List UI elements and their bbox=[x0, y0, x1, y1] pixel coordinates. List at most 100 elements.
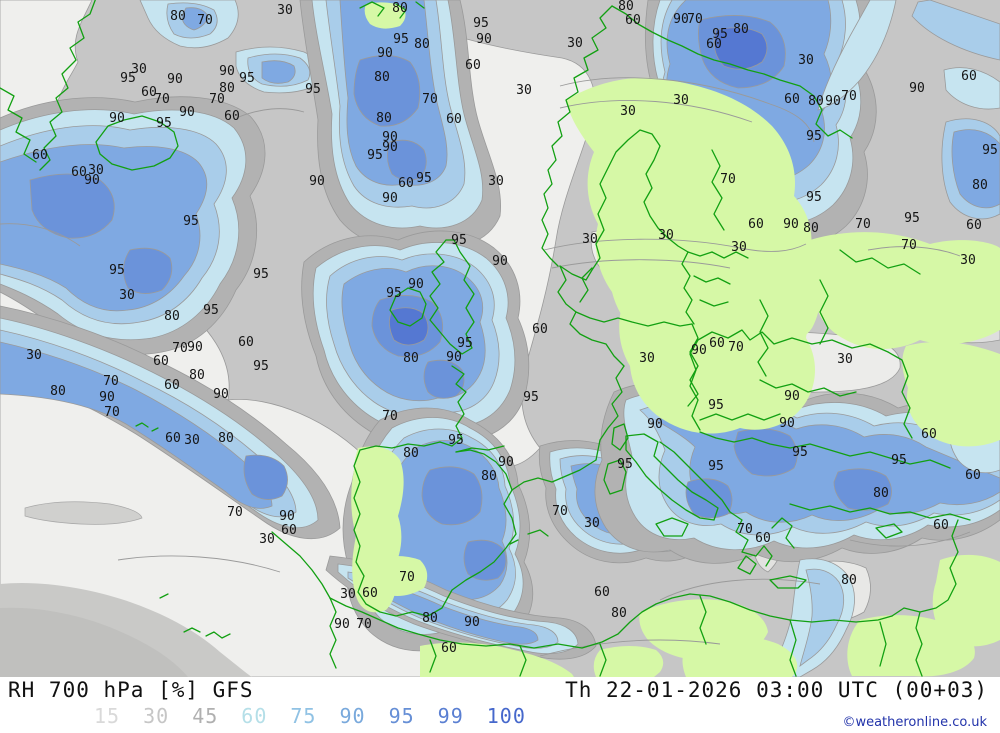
greenland-coast bbox=[39, 0, 96, 171]
contour-label: 70 bbox=[422, 92, 438, 107]
contour-label: 60 bbox=[165, 431, 181, 446]
contour-label: 80 bbox=[414, 37, 430, 52]
contour-label: 70 bbox=[227, 505, 243, 520]
contour-label: 90 bbox=[279, 509, 295, 524]
map-title: RH 700 hPa [%] GFS bbox=[8, 678, 254, 702]
contour-label: 95 bbox=[712, 27, 728, 42]
denmark-coast bbox=[579, 267, 593, 303]
legend-value: 30 bbox=[143, 704, 170, 728]
contour-label: 95 bbox=[253, 359, 269, 374]
contour-label: 95 bbox=[708, 398, 724, 413]
contour-label: 80 bbox=[392, 1, 408, 16]
contour-label: 95 bbox=[891, 453, 907, 468]
britain-coast bbox=[429, 239, 475, 355]
contour-label: 95 bbox=[393, 32, 409, 47]
contour-label: 95 bbox=[806, 129, 822, 144]
azores-islands bbox=[135, 422, 159, 432]
contour-label: 60 bbox=[281, 523, 297, 538]
contour-label: 90 bbox=[187, 340, 203, 355]
contour-label: 95 bbox=[120, 71, 136, 86]
contour-label: 80 bbox=[422, 611, 438, 626]
contour-label: 60 bbox=[532, 322, 548, 337]
contour-label: 30 bbox=[731, 240, 747, 255]
norway-coast bbox=[541, 5, 613, 267]
contour-label: 60 bbox=[594, 585, 610, 600]
contour-label: 90 bbox=[492, 254, 508, 269]
contour-label: 90 bbox=[779, 416, 795, 431]
contour-label: 90 bbox=[109, 111, 125, 126]
contour-label: 70 bbox=[855, 217, 871, 232]
contour-label: 70 bbox=[209, 92, 225, 107]
coastline-layer bbox=[0, 0, 971, 677]
contour-label: 95 bbox=[203, 303, 219, 318]
iberia-coast bbox=[353, 441, 517, 617]
contour-label: 70 bbox=[104, 405, 120, 420]
contour-label: 80 bbox=[164, 309, 180, 324]
contour-label: 60 bbox=[164, 378, 180, 393]
valid-time: Th 22-01-2026 03:00 UTC (00+03) bbox=[565, 678, 988, 702]
contour-label: 95 bbox=[109, 263, 125, 278]
contour-label: 70 bbox=[841, 89, 857, 104]
contour-label: 90 bbox=[825, 94, 841, 109]
turkey-north-coast bbox=[699, 431, 951, 469]
contour-label: 90 bbox=[382, 130, 398, 145]
contour-label: 30 bbox=[88, 163, 104, 178]
adriatic-coast bbox=[659, 441, 731, 513]
footer-bar: RH 700 hPa [%] GFS Th 22-01-2026 03:00 U… bbox=[0, 677, 1000, 733]
contour-label: 90 bbox=[446, 350, 462, 365]
legend-value: 95 bbox=[388, 704, 415, 728]
cyprus-coast bbox=[875, 523, 903, 539]
contour-label: 60 bbox=[446, 112, 462, 127]
contour-label: 70 bbox=[154, 92, 170, 107]
contour-label: 60 bbox=[398, 176, 414, 191]
contour-label: 95 bbox=[457, 336, 473, 351]
contour-label: 95 bbox=[806, 190, 822, 205]
contour-label: 30 bbox=[620, 104, 636, 119]
contour-label: 80 bbox=[841, 573, 857, 588]
contour-label: 30 bbox=[582, 232, 598, 247]
legend-scale: 15 30 45 60 75 90 95 99 100 bbox=[94, 704, 526, 728]
contour-label: 95 bbox=[523, 390, 539, 405]
contour-label: 80 bbox=[873, 486, 889, 501]
contour-label: 60 bbox=[706, 37, 722, 52]
map-canvas: 80 70 30 30 95 90 60 70 90 95 80 70 90 60 95 90 95 60 60 30… bbox=[0, 0, 1000, 677]
contour-label: 95 bbox=[617, 457, 633, 472]
contour-label: 90 bbox=[377, 46, 393, 61]
contour-label: 70 bbox=[382, 409, 398, 424]
sicily-coast bbox=[655, 517, 689, 537]
contour-label: 90 bbox=[691, 343, 707, 358]
contour-label: 90 bbox=[213, 387, 229, 402]
madeira-island bbox=[159, 593, 169, 599]
contour-label: 80 bbox=[403, 351, 419, 366]
contour-label: 95 bbox=[305, 82, 321, 97]
contour-label: 80 bbox=[170, 9, 186, 24]
copyright-link[interactable]: ©weatheronline.co.uk bbox=[842, 715, 987, 730]
contour-label: 95 bbox=[239, 71, 255, 86]
contour-label: 30 bbox=[259, 532, 275, 547]
gray-texture-layer bbox=[0, 501, 252, 677]
contour-label: 30 bbox=[837, 352, 853, 367]
contour-label: 95 bbox=[792, 445, 808, 460]
contour-label: 95 bbox=[253, 267, 269, 282]
contour-label: 60 bbox=[748, 217, 764, 232]
levant-coast bbox=[891, 519, 959, 617]
contour-label: 80 bbox=[611, 606, 627, 621]
contour-label: 80 bbox=[481, 469, 497, 484]
contour-label: 60 bbox=[755, 531, 771, 546]
contour-label: 60 bbox=[224, 109, 240, 124]
contour-label: 80 bbox=[618, 0, 634, 14]
contour-label: 60 bbox=[966, 218, 982, 233]
contour-label: 90 bbox=[673, 12, 689, 27]
contour-label: 90 bbox=[309, 174, 325, 189]
contour-label: 70 bbox=[720, 172, 736, 187]
baltic-south-coast bbox=[557, 265, 693, 327]
contour-label: 60 bbox=[238, 335, 254, 350]
greece-coast bbox=[729, 511, 773, 567]
contour-label: 90 bbox=[382, 191, 398, 206]
contour-label: 30 bbox=[184, 433, 200, 448]
contour-label: 70 bbox=[737, 522, 753, 537]
legend-value: 75 bbox=[290, 704, 317, 728]
